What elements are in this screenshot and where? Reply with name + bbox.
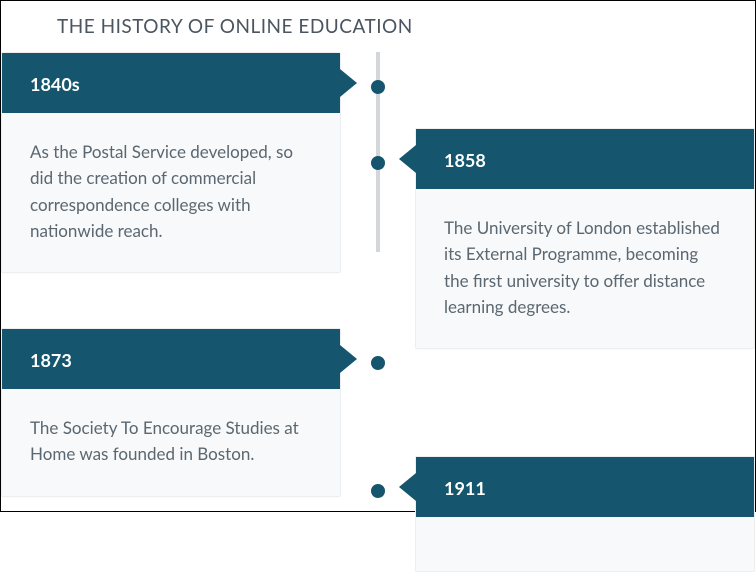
timeline-body: As the Postal Service developed, so did … — [2, 113, 340, 272]
timeline-body: The University of London established its… — [416, 189, 754, 348]
timeline-dot — [371, 484, 385, 498]
timeline-card: 1911 — [415, 456, 755, 572]
timeline-dot — [371, 356, 385, 370]
timeline-card: 1873 The Society To Encourage Studies at… — [1, 328, 341, 497]
timeline-year: 1858 — [416, 129, 754, 189]
timeline-body — [416, 517, 754, 571]
timeline-year: 1911 — [416, 457, 754, 517]
timeline-body: The Society To Encourage Studies at Home… — [2, 389, 340, 496]
timeline-card: 1858 The University of London establishe… — [415, 128, 755, 349]
timeline-year: 1873 — [2, 329, 340, 389]
page-title: THE HISTORY OF ONLINE EDUCATION — [1, 1, 755, 52]
timeline-dot — [371, 156, 385, 170]
timeline-card: 1840s As the Postal Service developed, s… — [1, 52, 341, 273]
timeline-dot — [371, 80, 385, 94]
timeline-year: 1840s — [2, 53, 340, 113]
